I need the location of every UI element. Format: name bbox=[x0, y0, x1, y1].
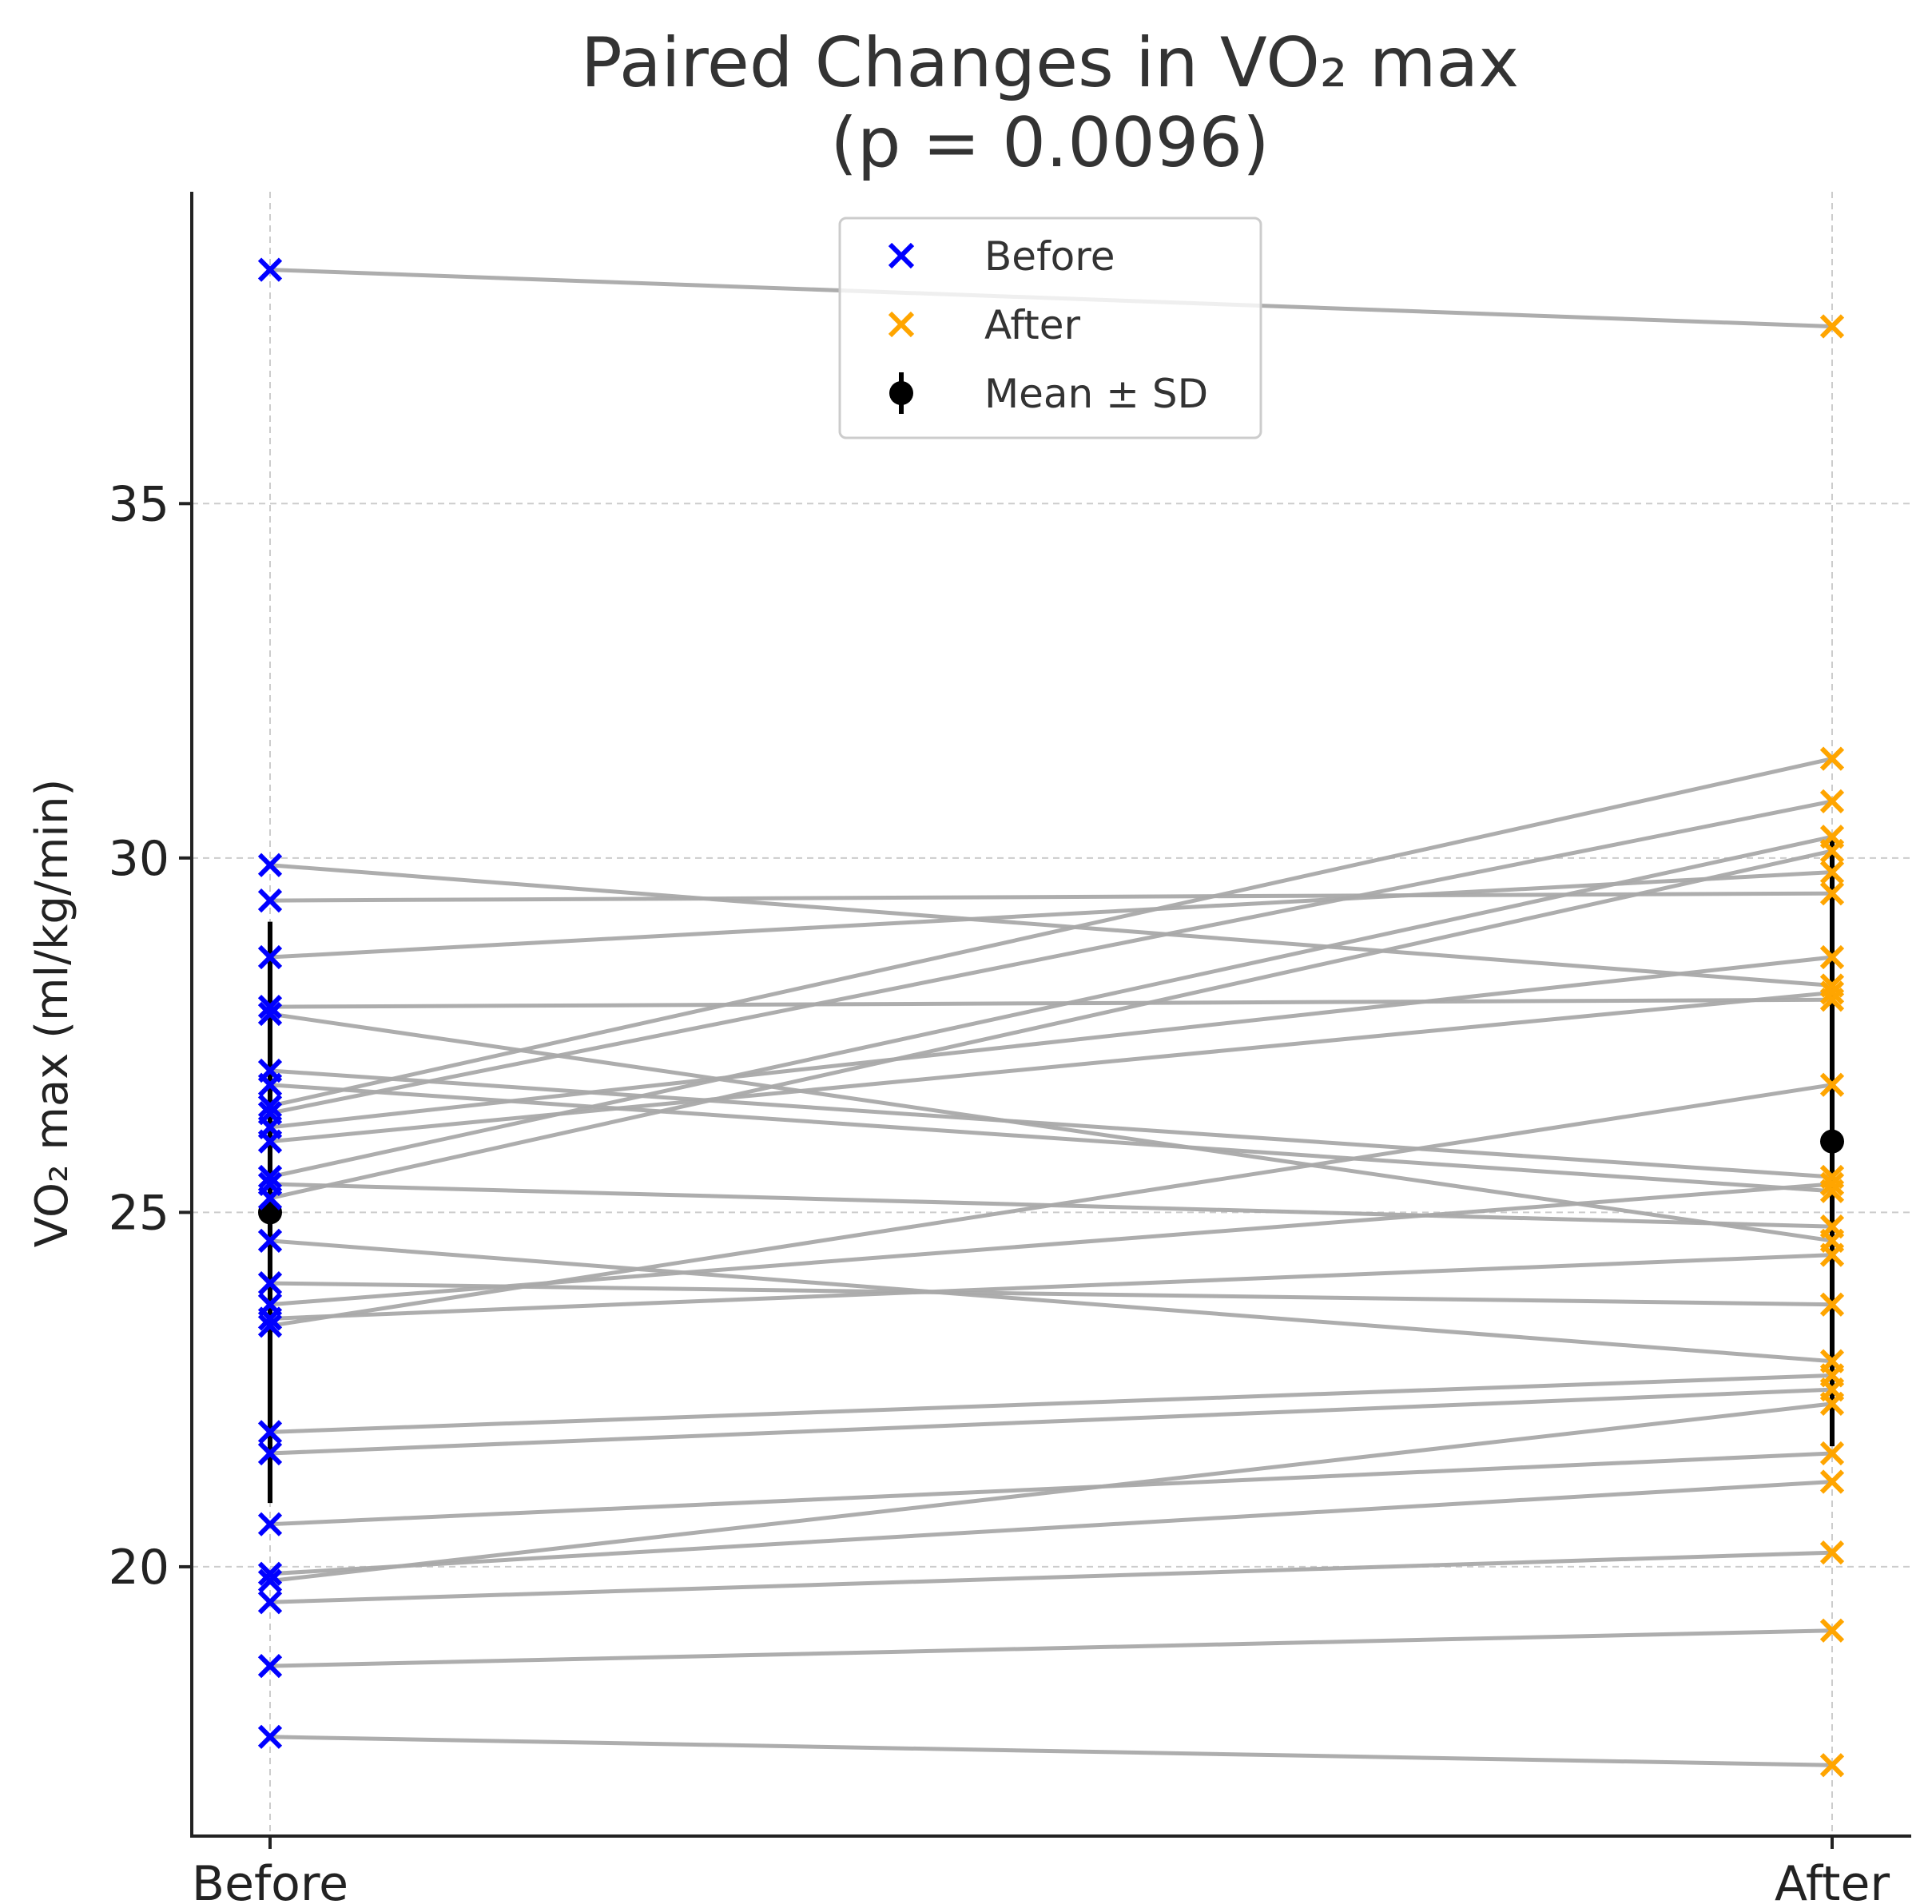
after-point-3 bbox=[1819, 881, 1845, 906]
pair-line-22 bbox=[269, 1387, 1833, 1456]
x-tick-label-before: Before bbox=[192, 1856, 348, 1904]
y-axis-label: VO₂ max (ml/kg/min) bbox=[26, 779, 78, 1248]
before-point-17 bbox=[257, 1270, 283, 1296]
after-point-28 bbox=[1819, 1753, 1845, 1778]
legend-box bbox=[838, 217, 1262, 439]
pair-lines bbox=[269, 268, 1833, 1767]
after-point-27 bbox=[1819, 1618, 1845, 1643]
before-point-16 bbox=[257, 1228, 283, 1253]
after-point-20 bbox=[1819, 1072, 1845, 1097]
y-ticks: 20 25 30 35 bbox=[109, 476, 192, 1596]
after-point-18 bbox=[1819, 1171, 1845, 1197]
legend-label-before: Before bbox=[984, 233, 1115, 280]
after-point-14 bbox=[1819, 1214, 1845, 1239]
pair-line-27 bbox=[269, 1628, 1833, 1668]
y-tick-label-30: 30 bbox=[109, 831, 169, 887]
pair-line-3 bbox=[269, 891, 1833, 903]
chart-title-line1: Paired Changes in VO₂ max bbox=[581, 23, 1519, 103]
before-point-15 bbox=[257, 1186, 283, 1210]
pair-line-16 bbox=[269, 1238, 1833, 1364]
legend-label-mean-sd: Mean ± SD bbox=[984, 371, 1208, 417]
after-point-26 bbox=[1819, 1540, 1845, 1565]
before-point-12 bbox=[257, 1129, 283, 1154]
pair-line-13 bbox=[269, 834, 1833, 1179]
after-point-8 bbox=[1819, 1179, 1845, 1203]
before-point-8 bbox=[257, 1072, 283, 1097]
after-point-11 bbox=[1819, 944, 1845, 970]
pair-line-9 bbox=[269, 757, 1833, 1108]
pair-line-8 bbox=[269, 1083, 1833, 1194]
before-point-13 bbox=[257, 1164, 283, 1190]
chart-title-line2: (p = 0.0096) bbox=[830, 103, 1269, 183]
after-point-24 bbox=[1819, 1469, 1845, 1494]
pair-line-25 bbox=[269, 1401, 1833, 1584]
before-point-20 bbox=[257, 1314, 283, 1338]
before-point-1 bbox=[257, 257, 283, 282]
before-point-4 bbox=[257, 944, 283, 970]
mean-point-after bbox=[1820, 1129, 1844, 1154]
pair-line-11 bbox=[269, 955, 1833, 1130]
pair-line-19 bbox=[269, 1253, 1833, 1321]
after-point-17 bbox=[1819, 1292, 1845, 1317]
before-point-27 bbox=[257, 1653, 283, 1679]
legend-marker-after bbox=[888, 311, 915, 338]
pair-line-21 bbox=[269, 1373, 1833, 1434]
after-point-19 bbox=[1819, 1242, 1845, 1267]
legend-label-after: After bbox=[984, 302, 1081, 348]
after-point-9 bbox=[1819, 746, 1845, 771]
before-point-2 bbox=[257, 853, 283, 877]
after-point-23 bbox=[1819, 1441, 1845, 1466]
after-point-10 bbox=[1819, 789, 1845, 814]
after-point-5 bbox=[1819, 988, 1845, 1012]
before-point-6 bbox=[257, 1001, 283, 1027]
before-point-26 bbox=[257, 1590, 283, 1615]
legend-marker-before bbox=[888, 242, 915, 269]
before-point-24 bbox=[257, 1561, 283, 1586]
pair-line-4 bbox=[269, 870, 1833, 960]
data-markers bbox=[257, 257, 1845, 1778]
after-point-1 bbox=[1819, 314, 1845, 339]
pair-line-20 bbox=[269, 1083, 1833, 1328]
before-point-3 bbox=[257, 888, 283, 913]
before-point-5 bbox=[257, 995, 283, 1020]
after-point-15 bbox=[1819, 838, 1845, 864]
pair-line-7 bbox=[269, 1068, 1833, 1179]
y-tick-label-35: 35 bbox=[109, 476, 169, 532]
legend: Before After Mean ± SD bbox=[838, 217, 1262, 439]
before-point-23 bbox=[257, 1512, 283, 1536]
legend-marker-mean-sd bbox=[889, 372, 913, 414]
before-point-22 bbox=[257, 1441, 283, 1466]
y-tick-label-20: 20 bbox=[109, 1540, 169, 1596]
pair-line-23 bbox=[269, 1451, 1833, 1527]
pair-line-26 bbox=[269, 1550, 1833, 1604]
after-point-4 bbox=[1819, 860, 1845, 884]
pair-line-10 bbox=[269, 799, 1833, 1115]
pair-line-28 bbox=[269, 1735, 1833, 1767]
before-point-9 bbox=[257, 1094, 283, 1119]
pair-line-5 bbox=[269, 997, 1833, 1009]
x-tick-label-after: After bbox=[1775, 1856, 1890, 1904]
pair-line-15 bbox=[269, 849, 1833, 1201]
before-point-21 bbox=[257, 1420, 283, 1445]
x-ticks: Before After bbox=[192, 1836, 1890, 1904]
pair-line-24 bbox=[269, 1479, 1833, 1576]
before-point-25 bbox=[257, 1568, 283, 1593]
before-point-19 bbox=[257, 1306, 283, 1331]
before-point-28 bbox=[257, 1724, 283, 1749]
after-point-12 bbox=[1819, 980, 1845, 1005]
pair-line-12 bbox=[269, 990, 1833, 1144]
pair-line-2 bbox=[269, 863, 1833, 988]
after-point-25 bbox=[1819, 1391, 1845, 1417]
y-tick-label-25: 25 bbox=[109, 1185, 169, 1241]
